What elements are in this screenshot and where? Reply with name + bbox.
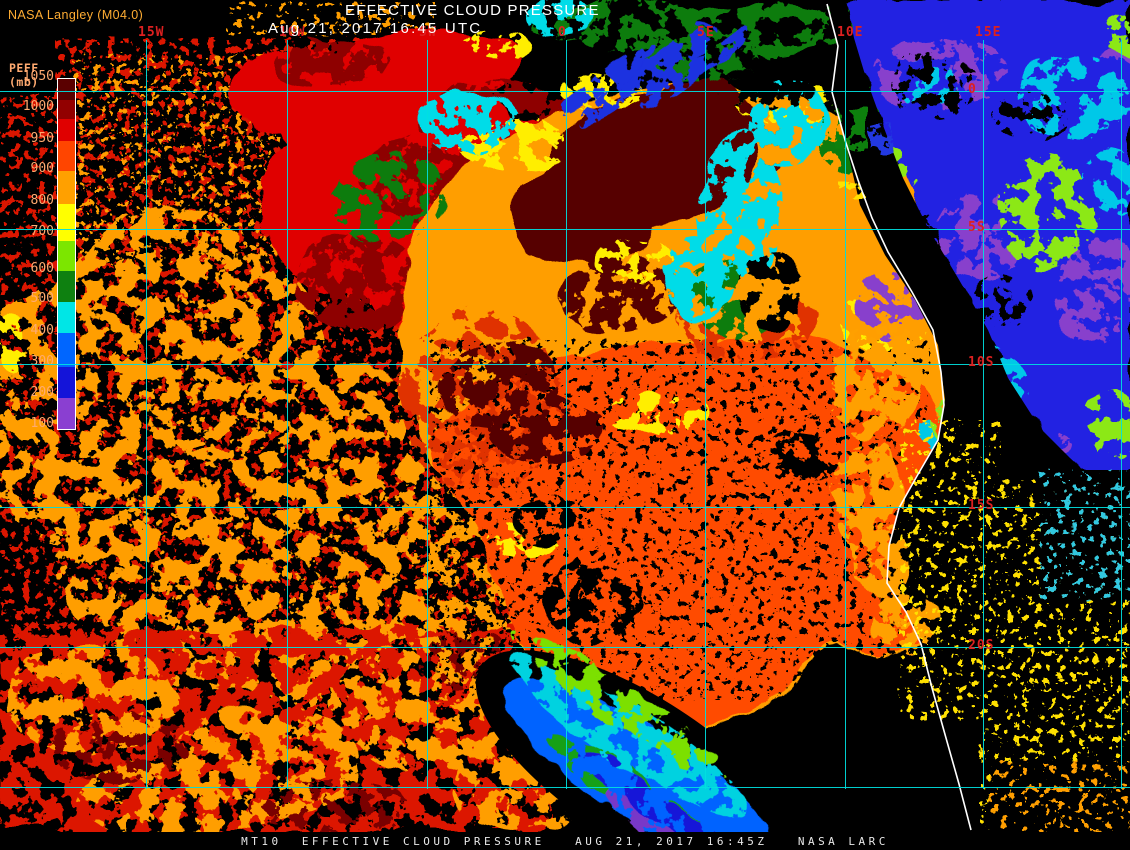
timestamp: Aug 21, 2017 16:45 UTC: [268, 20, 483, 37]
legend-segment-5: [58, 204, 75, 241]
legend-segment-8: [58, 302, 75, 333]
legend-segment-11: [58, 398, 75, 429]
lon-label-0: 0: [558, 25, 567, 40]
legend-tick-500: 500: [30, 291, 54, 306]
lon-label-10W: 10W: [279, 25, 306, 40]
legend-tick-400: 400: [30, 323, 54, 338]
legend-segment-4: [58, 171, 75, 204]
lon-label-5W: 5W: [419, 25, 437, 40]
lat-label-10S: 10S: [968, 355, 995, 370]
lon-label-15W: 15W: [138, 25, 165, 40]
legend-tick-1050: 1050: [22, 69, 54, 84]
page-title: EFFECTIVE CLOUD PRESSURE: [345, 2, 600, 19]
lon-label-5E: 5E: [697, 25, 715, 40]
legend-segment-7: [58, 271, 75, 302]
legend-tick-200: 200: [30, 385, 54, 400]
legend-colorbar: [57, 78, 76, 430]
legend-tick-1000: 1000: [22, 99, 54, 114]
meridian-line-10E: [845, 40, 846, 789]
lat-label-5S: 5S: [968, 220, 986, 235]
meridian-line-0: [566, 40, 567, 789]
legend-tick-300: 300: [30, 354, 54, 369]
legend-tick-950: 950: [30, 131, 54, 146]
lat-label-15S: 15S: [968, 498, 995, 513]
meridian-line-15W: [146, 40, 147, 789]
bottom-streak-cyan: [510, 656, 747, 817]
legend-tick-700: 700: [30, 224, 54, 239]
legend-tick-800: 800: [30, 193, 54, 208]
parallel-line-5S: [0, 229, 1130, 230]
legend-tick-900: 900: [30, 161, 54, 176]
legend-segment-6: [58, 241, 75, 271]
legend-segment-0: [58, 79, 75, 100]
meridian-line-15E: [983, 40, 984, 789]
parallel-line-0: [0, 91, 1130, 92]
land-cyan-speckles: [1040, 470, 1130, 600]
meridian-line-5E: [705, 40, 706, 789]
legend-title: PEFF (mb): [9, 61, 39, 89]
parallel-line-10S: [0, 364, 1130, 365]
lat-label-0: 0: [968, 82, 977, 97]
corner-orange-speckles: [990, 760, 1130, 832]
legend-tick-100: 100: [30, 416, 54, 431]
bottom-streak-edges: [510, 632, 758, 832]
legend-segment-1: [58, 100, 75, 119]
lon-label-10E: 10E: [837, 25, 864, 40]
footer-bar: MT10 EFFECTIVE CLOUD PRESSURE AUG 21, 20…: [0, 832, 1130, 850]
legend-segment-3: [58, 141, 75, 171]
source-label: NASA Langley (M04.0): [8, 8, 144, 22]
coastline: [826, 3, 972, 831]
lon-label-15E: 15E: [975, 25, 1002, 40]
legend-segment-2: [58, 119, 75, 141]
parallel-line-15S: [0, 507, 1130, 508]
legend-segment-9: [58, 333, 75, 367]
cyan-patches: [415, 0, 828, 319]
meridian-line-5W: [427, 40, 428, 789]
legend-tick-600: 600: [30, 261, 54, 276]
map-canvas: [0, 0, 1130, 832]
footer-text: MT10 EFFECTIVE CLOUD PRESSURE AUG 21, 20…: [241, 835, 889, 848]
meridian-line: [1121, 40, 1122, 789]
meridian-line-10W: [287, 40, 288, 789]
lat-label-20S: 20S: [968, 638, 995, 653]
parallel-line-20S: [0, 647, 1130, 648]
legend-segment-10: [58, 367, 75, 398]
parallel-line: [0, 787, 1130, 788]
